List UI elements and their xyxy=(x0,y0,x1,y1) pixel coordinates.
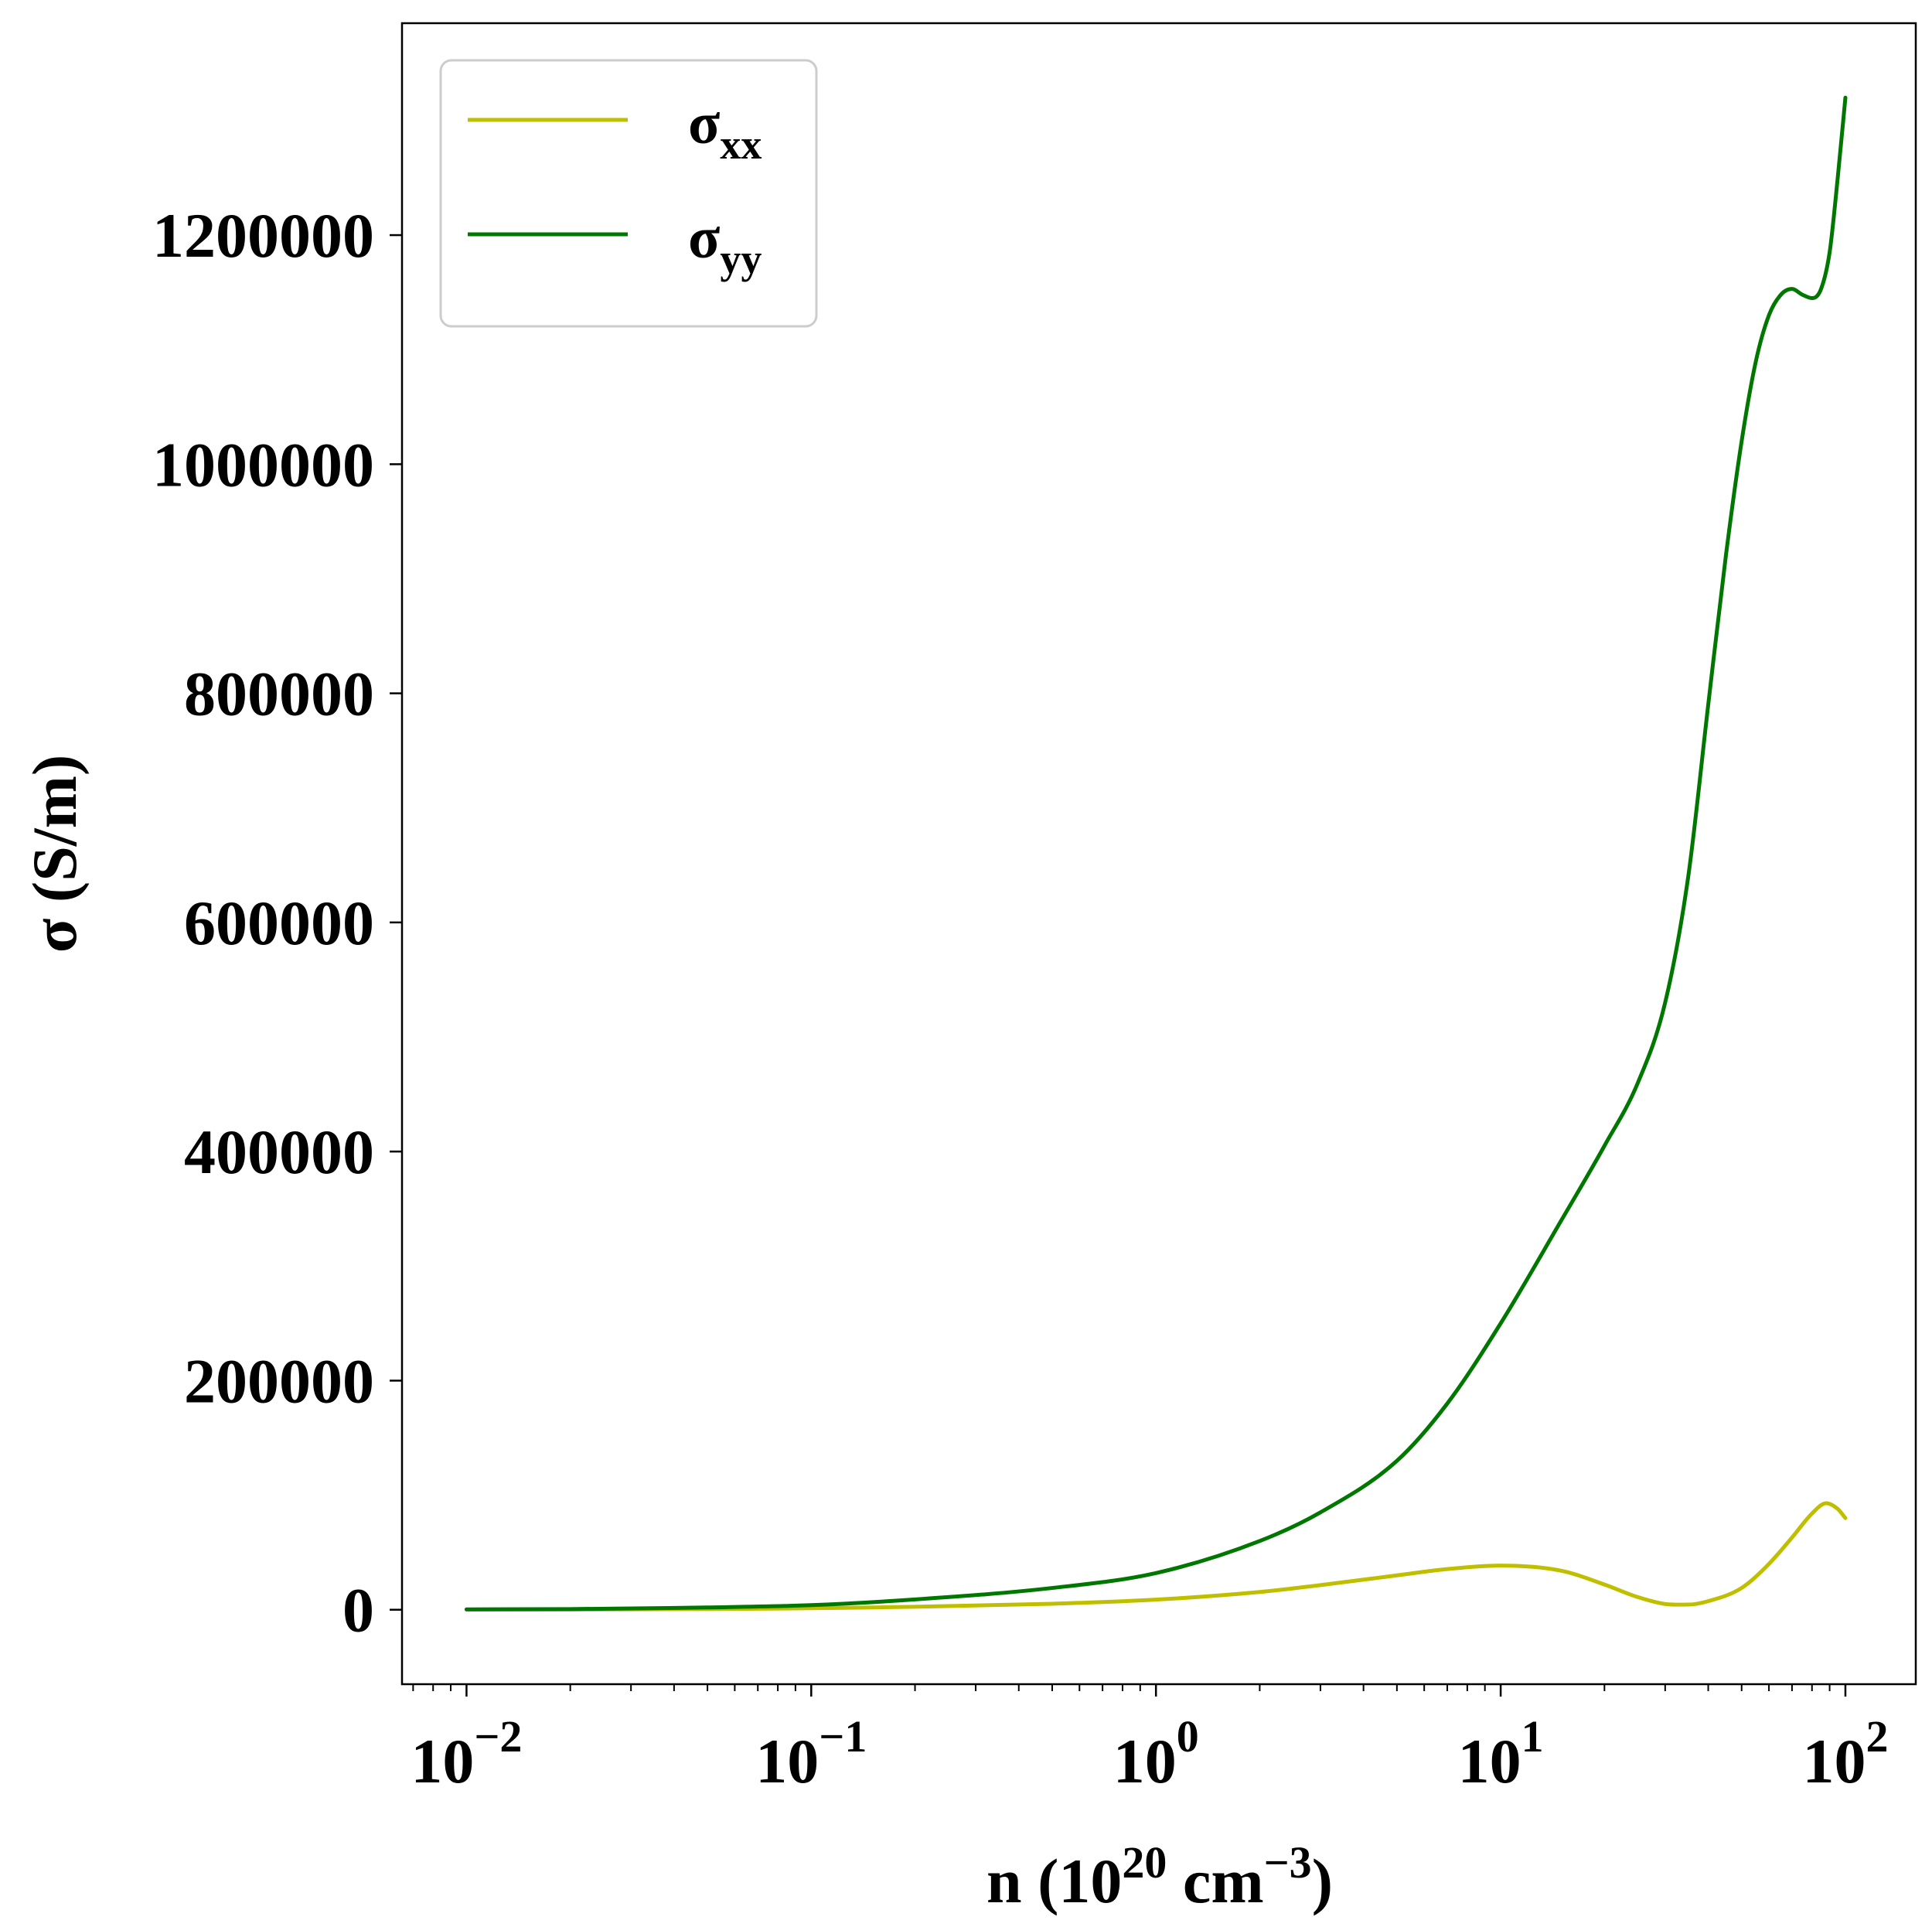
y-tick-label: 0 xyxy=(342,1575,374,1646)
x-axis-title: n (1020 cm−3) xyxy=(986,1837,1333,1916)
legend-frame xyxy=(439,59,818,328)
x-tick-label: 100 xyxy=(1113,1711,1199,1796)
y-tick-label: 1200000 xyxy=(152,200,374,271)
x-tick-label: 101 xyxy=(1458,1711,1544,1796)
y-axis-ticks: 0 200000 400000 600000 800000 1000000 1200000 xyxy=(152,200,402,1646)
legend-label-sigma-yy: σyy xyxy=(688,206,762,282)
y-tick-label: 200000 xyxy=(184,1345,374,1416)
series-line-sigma-xx xyxy=(464,1501,1848,1612)
x-axis-ticks: 10−2 10−1 100 101 102 xyxy=(411,1684,1888,1796)
legend: σxx σyy xyxy=(439,59,818,328)
series-layer xyxy=(464,95,1848,1612)
series-line-sigma-yy xyxy=(464,95,1848,1612)
x-tick-label: 102 xyxy=(1802,1711,1888,1796)
y-tick-label: 400000 xyxy=(184,1117,374,1187)
x-tick-label: 10−1 xyxy=(755,1711,867,1796)
y-tick-label: 600000 xyxy=(184,888,374,958)
y-tick-label: 1000000 xyxy=(152,429,374,500)
x-tick-label: 10−2 xyxy=(411,1711,522,1796)
legend-label-sigma-xx: σxx xyxy=(688,91,762,168)
y-axis-title: σ (S/m) xyxy=(19,755,90,953)
y-tick-label: 800000 xyxy=(184,659,374,729)
